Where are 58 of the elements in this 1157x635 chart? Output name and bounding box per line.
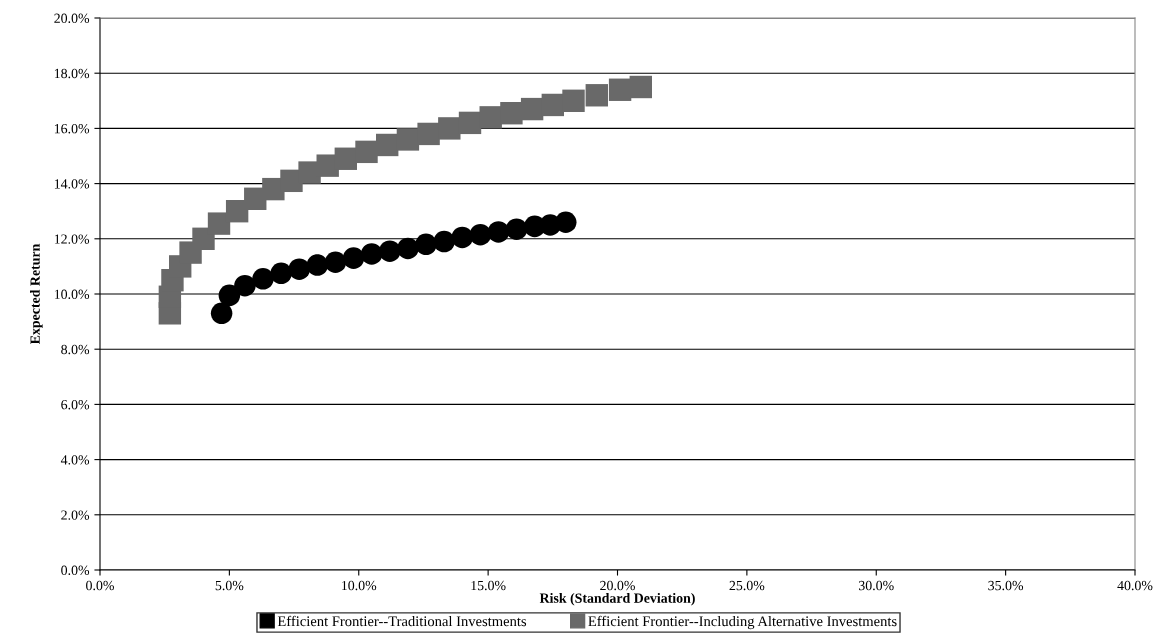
point	[505, 218, 528, 240]
point	[451, 226, 474, 249]
x-tick-label: 20.0%	[600, 580, 635, 591]
point	[218, 284, 241, 307]
point	[487, 221, 510, 243]
x-tick-label: 35.0%	[988, 580, 1024, 591]
point	[355, 140, 378, 164]
point	[458, 111, 482, 135]
legend-label: Efficient Frontier--Traditional Investments	[277, 615, 527, 627]
point	[520, 97, 544, 121]
x-tick-label: 10.0%	[342, 580, 377, 591]
point	[608, 78, 632, 101]
point	[417, 122, 440, 146]
point	[252, 268, 274, 290]
x-tick-label: 40.0%	[1117, 580, 1153, 591]
point	[234, 274, 256, 297]
point	[554, 211, 577, 233]
y-tick-label: 2.0%	[61, 510, 90, 520]
point	[469, 223, 492, 246]
point	[500, 102, 523, 125]
y-tick-label: 16.0%	[54, 123, 90, 134]
y-tick-label: 0.0%	[61, 565, 90, 576]
x-tick-label: 5.0%	[215, 580, 244, 591]
y-tick-label: 20.0%	[54, 13, 90, 24]
y-tick-label: 6.0%	[61, 399, 90, 410]
point	[376, 133, 399, 157]
legend-label: Efficient Frontier--Including Alternative Investments	[588, 615, 897, 630]
y-tick-label: 12.0%	[54, 234, 90, 244]
y-tick-label: 8.0%	[61, 344, 90, 355]
x-tick-label: 0.0%	[86, 580, 114, 591]
point	[324, 251, 347, 274]
y-tick-label: 4.0%	[60, 455, 90, 465]
point	[360, 243, 383, 265]
point	[210, 302, 233, 325]
point	[207, 212, 231, 235]
x-tick-label: 25.0%	[729, 580, 765, 591]
point	[342, 247, 365, 269]
y-tick-label: 18.0%	[54, 68, 90, 79]
x-tick-label: 30.0%	[858, 580, 894, 591]
point	[396, 128, 420, 151]
x-axis-title: Risk (Standard Deviation)	[539, 593, 695, 606]
point	[629, 75, 652, 99]
point	[288, 258, 310, 280]
y-tick-label: 14.0%	[54, 179, 90, 189]
x-tick-label: 15.0%	[471, 580, 506, 591]
point	[379, 240, 401, 262]
point	[438, 117, 461, 140]
point	[433, 230, 455, 253]
point	[415, 233, 437, 256]
point	[562, 89, 585, 112]
point	[585, 84, 608, 107]
point	[306, 254, 329, 276]
point	[479, 106, 502, 129]
point	[270, 262, 292, 285]
point	[334, 147, 358, 170]
y-axis-title: Expected Return	[30, 243, 43, 345]
y-tick-label: 10.0%	[54, 289, 90, 300]
point	[397, 237, 419, 260]
